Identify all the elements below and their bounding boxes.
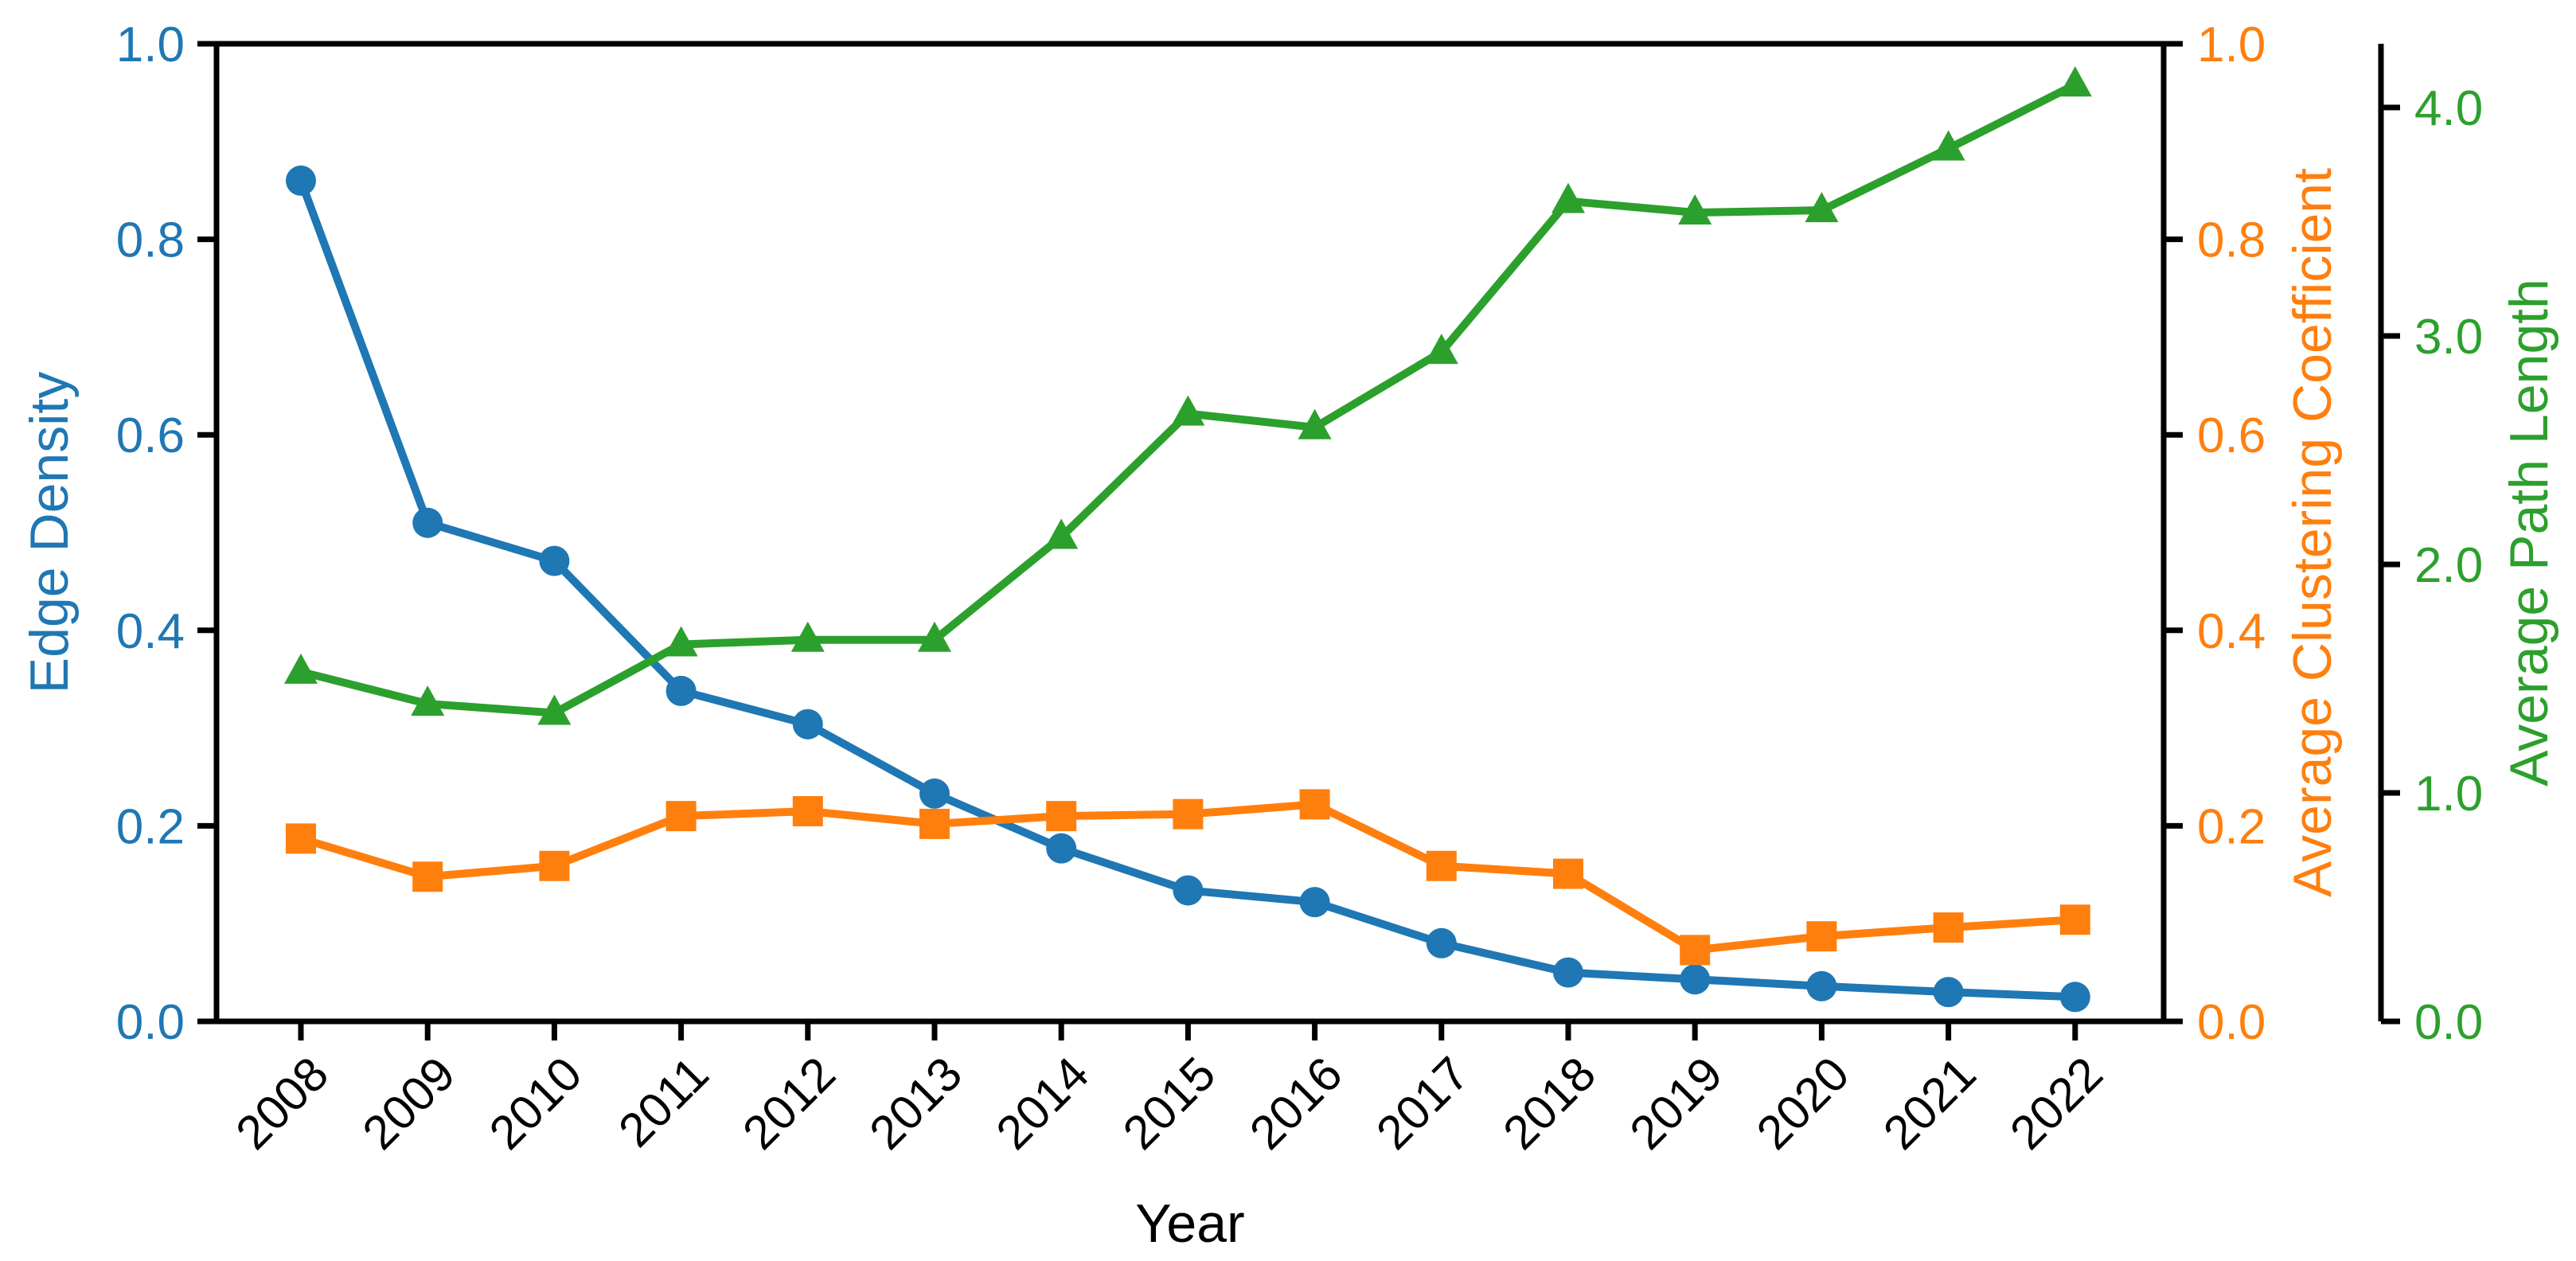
y-right1-tick-label: 0.8 [2197, 213, 2266, 268]
data-point-square [1299, 789, 1330, 820]
x-tick-label: 2009 [353, 1047, 466, 1160]
x-tick-label: 2012 [732, 1047, 845, 1160]
y-left-axis-title: Edge Density [19, 372, 80, 693]
data-point-square [919, 808, 950, 839]
y-right1-ticks: 0.0 0.2 0.4 0.6 0.8 1.0 [2164, 18, 2266, 1050]
y-right2-tick-label: 1.0 [2414, 767, 2483, 822]
data-point-triangle [284, 653, 318, 684]
data-point-circle [665, 675, 697, 706]
data-point-square [412, 861, 443, 892]
y-left-tick-label: 0.0 [116, 995, 185, 1050]
data-point-square [539, 850, 570, 881]
data-point-circle [1173, 875, 1204, 906]
y-left-tick-label: 0.6 [116, 408, 185, 463]
data-point-square [1806, 921, 1837, 952]
y-right1-tick-label: 0.0 [2197, 995, 2266, 1050]
data-point-square [1426, 850, 1457, 881]
x-tick-label: 2017 [1366, 1047, 1479, 1160]
x-tick-label: 2014 [986, 1047, 1099, 1160]
x-tick-label: 2011 [608, 1047, 719, 1158]
y-right2-tick-label: 2.0 [2414, 538, 2483, 593]
series-layer [284, 66, 2092, 1013]
data-point-triangle [1931, 130, 1965, 161]
y-right2-ticks: 0.0 1.0 2.0 3.0 4.0 [2381, 81, 2483, 1050]
data-point-triangle [918, 621, 951, 652]
data-point-square [286, 823, 316, 854]
y-left-tick-label: 0.8 [116, 213, 185, 268]
x-tick-label: 2020 [1747, 1047, 1860, 1160]
data-point-square [665, 801, 697, 832]
data-point-triangle [1171, 395, 1205, 426]
x-tick-label: 2019 [1620, 1047, 1733, 1160]
x-tick-label: 2015 [1113, 1047, 1226, 1160]
data-point-triangle [1678, 194, 1712, 225]
x-tick-label: 2022 [2000, 1047, 2113, 1160]
data-point-square [1553, 858, 1583, 889]
data-point-triangle [1298, 408, 1332, 439]
x-ticks: 2008 2009 2010 2011 2012 2013 2014 2015 2016 2017… [225, 1021, 2113, 1160]
x-tick-label: 2013 [859, 1047, 972, 1160]
data-point-circle [1046, 833, 1077, 864]
x-tick-label: 2016 [1239, 1047, 1352, 1160]
y-right2-axis-title: Average Path Length [2499, 279, 2559, 787]
data-point-triangle [537, 694, 572, 725]
data-point-circle [1806, 970, 1837, 1001]
data-point-square [1680, 935, 1711, 966]
data-point-circle [1426, 927, 1457, 958]
data-point-square [2059, 904, 2090, 935]
y-right1-tick-label: 0.6 [2197, 408, 2266, 463]
data-point-square [1933, 912, 1964, 943]
data-point-triangle [1424, 334, 1458, 365]
data-point-triangle [1805, 192, 1839, 223]
data-point-circle [412, 507, 443, 538]
data-point-triangle [790, 621, 825, 652]
data-point-circle [1299, 887, 1330, 918]
data-point-triangle [411, 685, 445, 716]
data-point-circle [1933, 977, 1964, 1008]
data-point-triangle [1551, 182, 1585, 213]
x-axis-title: Year [1135, 1193, 1244, 1254]
y-right1-tick-label: 1.0 [2197, 18, 2266, 72]
y-left-tick-label: 1.0 [116, 18, 185, 72]
y-right2-tick-label: 3.0 [2414, 310, 2483, 365]
data-point-square [792, 795, 823, 826]
data-point-circle [792, 709, 823, 740]
data-point-circle [286, 165, 316, 196]
x-tick-label: 2010 [479, 1047, 592, 1160]
data-point-triangle [1044, 518, 1079, 549]
y-left-tick-label: 0.4 [116, 604, 185, 659]
data-point-circle [1553, 957, 1583, 988]
x-tick-label: 2008 [225, 1047, 338, 1160]
data-point-square [1173, 798, 1204, 830]
y-right2-tick-label: 4.0 [2414, 81, 2483, 136]
y-left-ticks: 0.0 0.2 0.4 0.6 0.8 1.0 [116, 18, 217, 1050]
data-point-circle [2059, 982, 2090, 1013]
data-point-circle [539, 545, 570, 576]
data-point-square [1046, 801, 1077, 832]
x-tick-label: 2018 [1493, 1047, 1606, 1160]
data-point-circle [1680, 964, 1711, 995]
y-right1-axis-title: Average Clustering Coefficient [2282, 168, 2343, 897]
data-point-circle [919, 778, 950, 809]
data-point-triangle [664, 626, 698, 657]
x-tick-label: 2021 [1873, 1047, 1986, 1160]
data-point-triangle [2058, 66, 2092, 97]
plot-area-border [213, 41, 2167, 1025]
y-right1-tick-label: 0.2 [2197, 799, 2266, 854]
y-left-tick-label: 0.2 [116, 799, 185, 854]
y-right2-tick-label: 0.0 [2414, 995, 2483, 1050]
y-right1-tick-label: 0.4 [2197, 604, 2266, 659]
